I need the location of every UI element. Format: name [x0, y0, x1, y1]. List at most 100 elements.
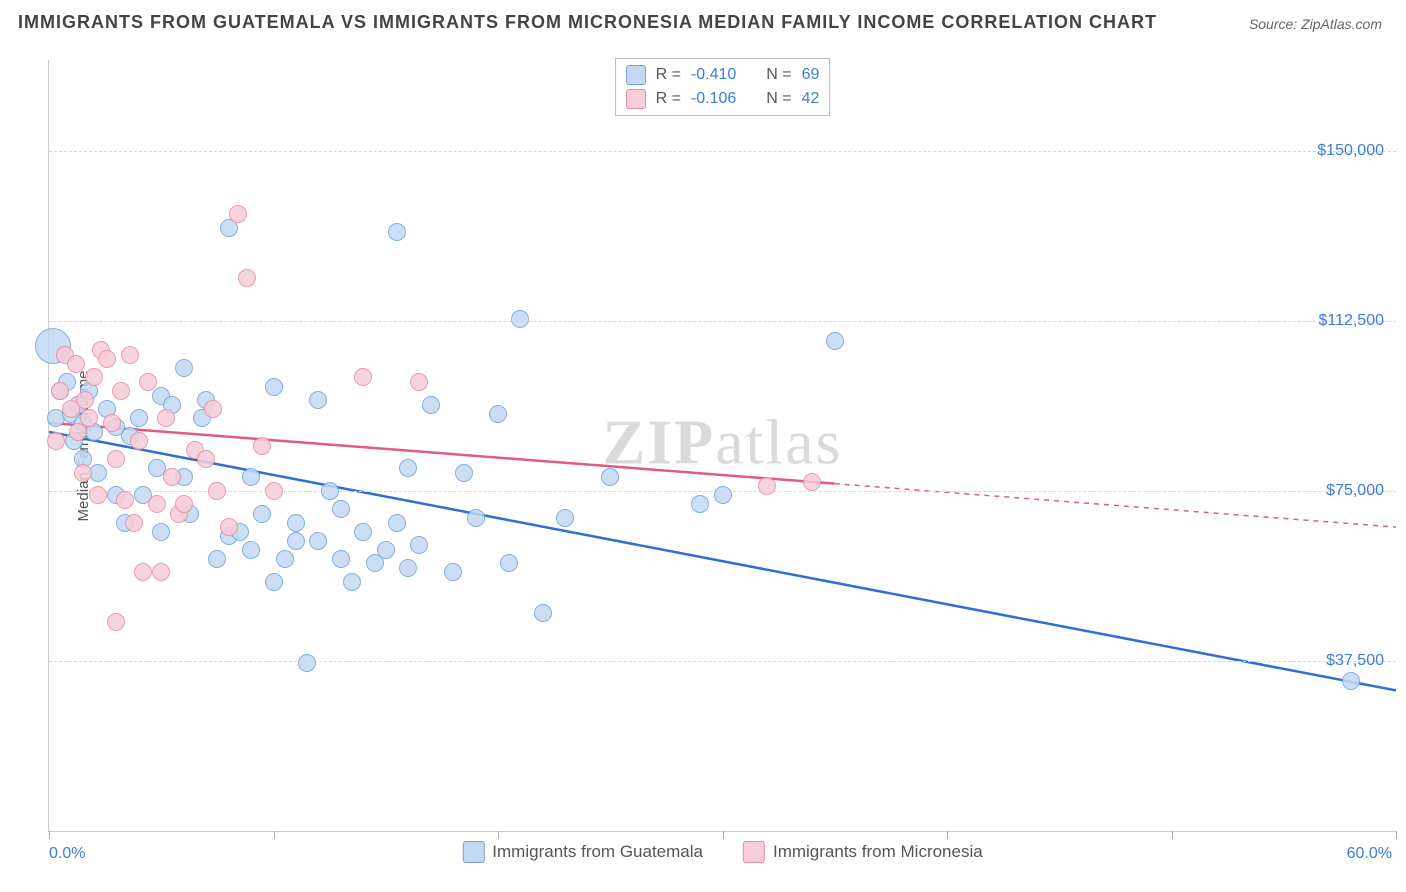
data-point-micronesia[interactable]: [51, 382, 69, 400]
data-point-guatemala[interactable]: [287, 532, 305, 550]
data-point-guatemala[interactable]: [826, 332, 844, 350]
data-point-guatemala[interactable]: [691, 495, 709, 513]
x-tick: [49, 831, 50, 839]
data-point-micronesia[interactable]: [204, 400, 222, 418]
x-tick: [274, 831, 275, 839]
data-point-guatemala[interactable]: [410, 536, 428, 554]
data-point-micronesia[interactable]: [103, 414, 121, 432]
data-point-guatemala[interactable]: [511, 310, 529, 328]
data-point-guatemala[interactable]: [534, 604, 552, 622]
series-legend: Immigrants from Guatemala Immigrants fro…: [462, 841, 982, 863]
chart-title: IMMIGRANTS FROM GUATEMALA VS IMMIGRANTS …: [18, 12, 1157, 33]
data-point-guatemala[interactable]: [253, 505, 271, 523]
data-point-guatemala[interactable]: [388, 223, 406, 241]
data-point-guatemala[interactable]: [343, 573, 361, 591]
data-point-micronesia[interactable]: [98, 350, 116, 368]
data-point-guatemala[interactable]: [298, 654, 316, 672]
data-point-micronesia[interactable]: [197, 450, 215, 468]
x-tick: [1396, 831, 1397, 839]
y-tick-label: $37,500: [1326, 652, 1384, 670]
data-point-micronesia[interactable]: [238, 269, 256, 287]
data-point-micronesia[interactable]: [125, 514, 143, 532]
data-point-guatemala[interactable]: [399, 459, 417, 477]
data-point-micronesia[interactable]: [410, 373, 428, 391]
legend-row-micronesia: R = -0.106 N = 42: [626, 87, 820, 111]
data-point-micronesia[interactable]: [220, 518, 238, 536]
data-point-micronesia[interactable]: [803, 473, 821, 491]
data-point-guatemala[interactable]: [556, 509, 574, 527]
data-point-micronesia[interactable]: [229, 205, 247, 223]
legend-label-guatemala: Immigrants from Guatemala: [492, 842, 703, 862]
data-point-guatemala[interactable]: [714, 486, 732, 504]
data-point-guatemala[interactable]: [89, 464, 107, 482]
data-point-micronesia[interactable]: [116, 491, 134, 509]
data-point-micronesia[interactable]: [107, 613, 125, 631]
data-point-micronesia[interactable]: [47, 432, 65, 450]
r-value-micronesia: -0.106: [691, 90, 736, 108]
legend-item-guatemala[interactable]: Immigrants from Guatemala: [462, 841, 703, 863]
data-point-guatemala[interactable]: [354, 523, 372, 541]
gridline: [49, 661, 1396, 662]
data-point-micronesia[interactable]: [152, 563, 170, 581]
data-point-micronesia[interactable]: [163, 468, 181, 486]
data-point-micronesia[interactable]: [148, 495, 166, 513]
x-axis-min: 0.0%: [49, 845, 85, 863]
data-point-guatemala[interactable]: [242, 541, 260, 559]
data-point-guatemala[interactable]: [265, 573, 283, 591]
data-point-micronesia[interactable]: [121, 346, 139, 364]
data-point-guatemala[interactable]: [332, 500, 350, 518]
data-point-micronesia[interactable]: [74, 464, 92, 482]
n-value-guatemala: 69: [802, 66, 820, 84]
data-point-guatemala[interactable]: [388, 514, 406, 532]
data-point-micronesia[interactable]: [134, 563, 152, 581]
data-point-micronesia[interactable]: [89, 486, 107, 504]
data-point-micronesia[interactable]: [253, 437, 271, 455]
data-point-guatemala[interactable]: [309, 532, 327, 550]
data-point-guatemala[interactable]: [444, 563, 462, 581]
data-point-guatemala[interactable]: [1342, 672, 1360, 690]
data-point-micronesia[interactable]: [130, 432, 148, 450]
data-point-guatemala[interactable]: [332, 550, 350, 568]
data-point-guatemala[interactable]: [377, 541, 395, 559]
data-point-guatemala[interactable]: [287, 514, 305, 532]
data-point-micronesia[interactable]: [85, 368, 103, 386]
data-point-micronesia[interactable]: [139, 373, 157, 391]
data-point-micronesia[interactable]: [76, 391, 94, 409]
data-point-micronesia[interactable]: [157, 409, 175, 427]
legend-item-micronesia[interactable]: Immigrants from Micronesia: [743, 841, 983, 863]
data-point-guatemala[interactable]: [500, 554, 518, 572]
data-point-guatemala[interactable]: [309, 391, 327, 409]
data-point-guatemala[interactable]: [455, 464, 473, 482]
source-link[interactable]: ZipAtlas.com: [1301, 16, 1382, 32]
data-point-micronesia[interactable]: [208, 482, 226, 500]
legend-row-guatemala: R = -0.410 N = 69: [626, 63, 820, 87]
data-point-micronesia[interactable]: [354, 368, 372, 386]
data-point-guatemala[interactable]: [242, 468, 260, 486]
data-point-guatemala[interactable]: [208, 550, 226, 568]
data-point-guatemala[interactable]: [601, 468, 619, 486]
data-point-guatemala[interactable]: [130, 409, 148, 427]
data-point-micronesia[interactable]: [758, 477, 776, 495]
gridline: [49, 151, 1396, 152]
data-point-micronesia[interactable]: [80, 409, 98, 427]
data-point-micronesia[interactable]: [112, 382, 130, 400]
data-point-micronesia[interactable]: [107, 450, 125, 468]
data-point-guatemala[interactable]: [152, 523, 170, 541]
x-tick: [723, 831, 724, 839]
data-point-guatemala[interactable]: [467, 509, 485, 527]
data-point-micronesia[interactable]: [265, 482, 283, 500]
swatch-micronesia: [743, 841, 765, 863]
data-point-guatemala[interactable]: [321, 482, 339, 500]
data-point-guatemala[interactable]: [265, 378, 283, 396]
data-point-micronesia[interactable]: [67, 355, 85, 373]
data-point-guatemala[interactable]: [399, 559, 417, 577]
x-tick: [1172, 831, 1173, 839]
data-point-guatemala[interactable]: [175, 359, 193, 377]
data-point-guatemala[interactable]: [489, 405, 507, 423]
data-point-guatemala[interactable]: [276, 550, 294, 568]
r-label: R =: [656, 90, 681, 108]
source-attribution: Source: ZipAtlas.com: [1249, 16, 1382, 32]
y-tick-label: $75,000: [1326, 482, 1384, 500]
data-point-guatemala[interactable]: [422, 396, 440, 414]
data-point-micronesia[interactable]: [175, 495, 193, 513]
